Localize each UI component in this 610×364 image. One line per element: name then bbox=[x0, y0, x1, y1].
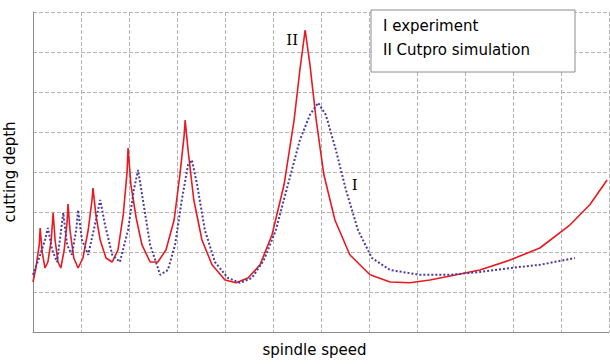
svg-text:II Cutpro simulation: II Cutpro simulation bbox=[383, 41, 530, 59]
svg-text:cutting depth: cutting depth bbox=[1, 121, 19, 222]
svg-text:spindle speed: spindle speed bbox=[263, 341, 367, 359]
svg-text:II: II bbox=[286, 31, 298, 49]
svg-text:I experiment: I experiment bbox=[383, 17, 478, 35]
svg-text:I: I bbox=[352, 176, 358, 194]
